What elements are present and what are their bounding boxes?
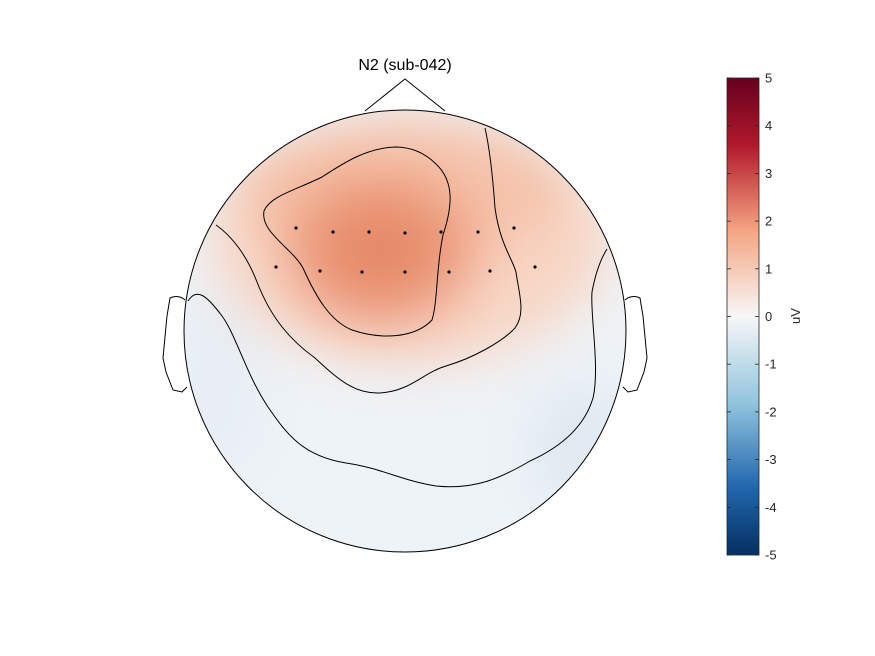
colorbar-tick-label: -3 bbox=[765, 452, 777, 467]
sensor-marker bbox=[512, 226, 516, 230]
nose-outline bbox=[364, 78, 446, 112]
contour-line-0uV bbox=[187, 248, 608, 488]
colorbar: 5 4 3 2 1 0 -1 -2 -3 -4 -5 uV bbox=[726, 71, 803, 563]
sensor-marker bbox=[331, 230, 335, 234]
colorbar-tick-label: -1 bbox=[765, 357, 777, 372]
sensor-marker bbox=[403, 270, 407, 274]
sensor-marker bbox=[367, 230, 371, 234]
colorbar-tick-label: 3 bbox=[765, 166, 772, 181]
sensor-marker bbox=[439, 230, 443, 234]
sensor-marker bbox=[403, 231, 407, 235]
topography-field bbox=[184, 110, 626, 552]
colorbar-ticks: 5 4 3 2 1 0 -1 -2 -3 -4 -5 bbox=[727, 71, 777, 563]
colorbar-tick-label: 2 bbox=[765, 214, 772, 229]
sensor-marker bbox=[360, 270, 364, 274]
sensor-marker bbox=[447, 270, 451, 274]
left-ear-outline bbox=[162, 296, 188, 393]
sensor-marker bbox=[533, 265, 537, 269]
sensor-marker bbox=[488, 269, 492, 273]
colorbar-tick-label: 0 bbox=[765, 309, 772, 324]
colorbar-tick-label: -5 bbox=[765, 548, 777, 563]
colorbar-tick-label: -4 bbox=[765, 500, 777, 515]
sensor-marker bbox=[294, 226, 298, 230]
colorbar-label: uV bbox=[788, 308, 803, 324]
contour-line-1uV bbox=[215, 127, 522, 394]
field-blobs bbox=[184, 115, 626, 510]
field-blob-negative-left bbox=[184, 290, 265, 480]
field-blob-positive-core bbox=[320, 200, 440, 300]
sensor-markers bbox=[274, 226, 537, 274]
contour-lines bbox=[187, 127, 608, 488]
colorbar-fill bbox=[726, 77, 760, 556]
colorbar-tick-label: 4 bbox=[765, 118, 772, 133]
right-ear-outline bbox=[622, 296, 648, 393]
colorbar-tick-label: 1 bbox=[765, 261, 772, 276]
sensor-marker bbox=[318, 269, 322, 273]
contour-line-2uV bbox=[263, 146, 451, 337]
colorbar-tick-label: 5 bbox=[765, 71, 772, 86]
sensor-marker bbox=[274, 265, 278, 269]
colorbar-tick-label: -2 bbox=[765, 404, 777, 419]
chart-title: N2 (sub-042) bbox=[358, 57, 451, 74]
sensor-marker bbox=[476, 230, 480, 234]
head-outline bbox=[183, 109, 627, 553]
